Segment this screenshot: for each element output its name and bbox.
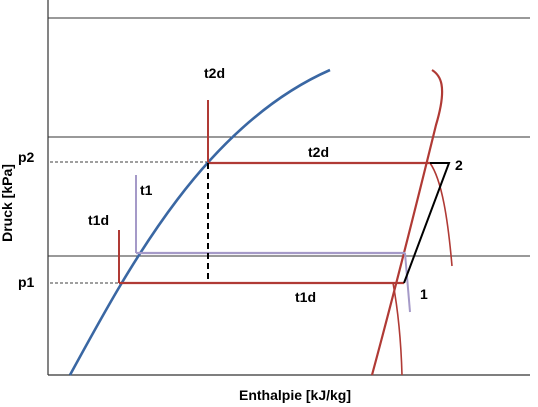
label-point-2: 2 xyxy=(455,157,463,173)
label-t1: t1 xyxy=(140,182,153,198)
label-point-1: 1 xyxy=(420,286,428,302)
label-p2: p2 xyxy=(18,149,35,165)
label-t2d-top: t2d xyxy=(204,65,225,81)
superheat-segment xyxy=(403,162,451,284)
saturated-vapour-line-bottom xyxy=(392,282,403,376)
saturated-vapour-line-lower xyxy=(370,69,444,376)
label-t2d-line: t2d xyxy=(308,144,329,160)
label-p1: p1 xyxy=(18,274,35,290)
t1-superheat-tail xyxy=(404,252,411,313)
y-axis-title: Druck [kPa] xyxy=(0,164,15,242)
label-t1d-left: t1d xyxy=(88,212,109,228)
saturated-liquid-line xyxy=(68,68,331,376)
x-axis-title: Enthalpie [kJ/kg] xyxy=(239,387,351,403)
saturated-vapour-line-branch xyxy=(429,162,453,267)
label-t1d-line: t1d xyxy=(295,289,316,305)
